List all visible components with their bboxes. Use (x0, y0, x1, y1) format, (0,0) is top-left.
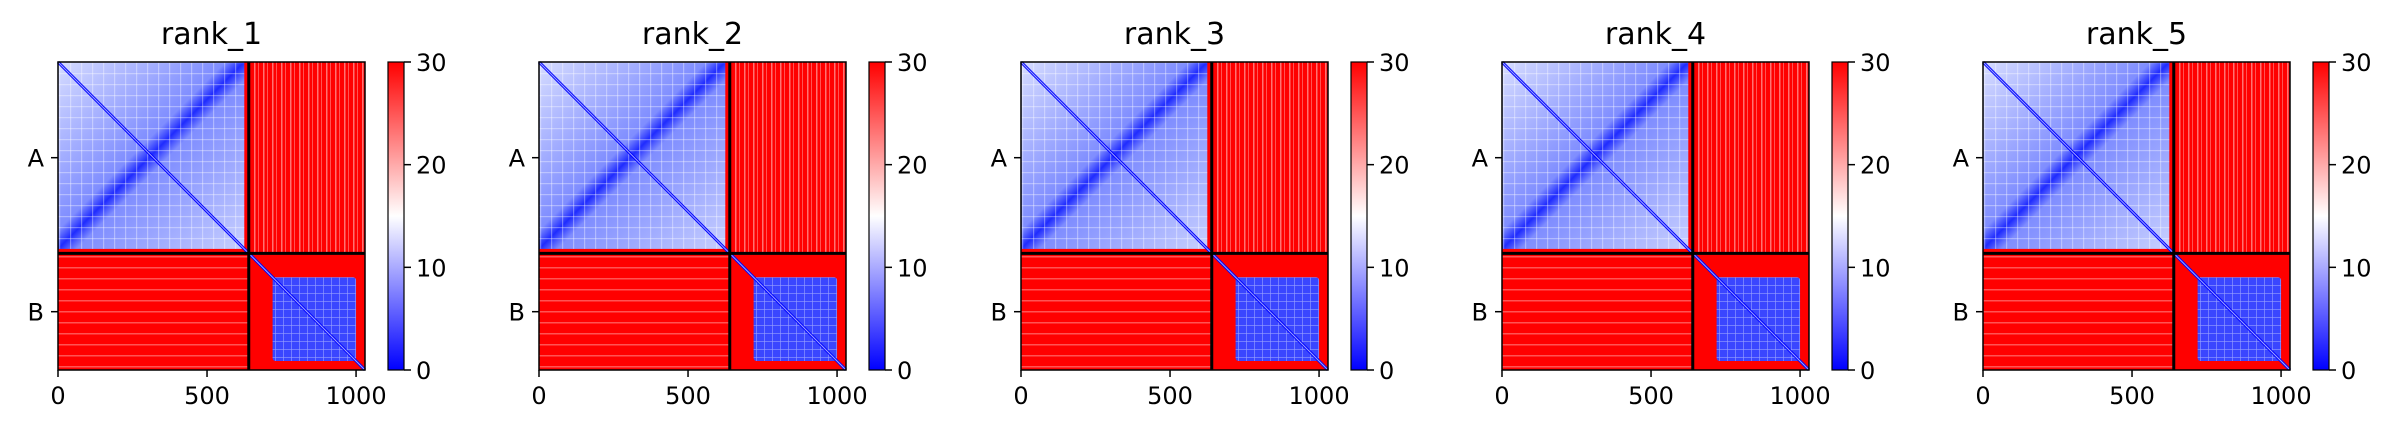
chart-title: rank_1 (161, 17, 262, 52)
chart-title: rank_5 (2086, 17, 2187, 52)
block-b-a (539, 253, 730, 370)
chain-label-b: B (28, 299, 44, 327)
x-tick-label: 0 (1013, 382, 1028, 410)
chart-title: rank_4 (1605, 17, 1706, 52)
colorbar (1831, 61, 1849, 371)
block-a-b (1692, 62, 1809, 254)
x-tick-label: 1000 (1289, 382, 1350, 410)
colorbar-tick-label: 10 (1860, 254, 1891, 282)
colorbar-tick-label: 10 (897, 254, 928, 282)
diagonal-highlight (1501, 61, 1810, 371)
colorbar-tick-label: 10 (416, 254, 447, 282)
chart-panel-3: rank_3 0 500 1000 A B 0 10 20 30 (991, 17, 1410, 410)
colorbar-tick-label: 30 (416, 49, 447, 77)
diagonal-highlight (538, 61, 847, 371)
chain-label-a: A (1953, 145, 1970, 173)
colorbar (1350, 61, 1368, 371)
colorbar-tick-label: 0 (2341, 357, 2356, 385)
colorbar-tick-label: 0 (416, 357, 431, 385)
diagonal-highlight (1020, 61, 1329, 371)
chain-label-a: A (991, 145, 1008, 173)
chain-label-a: A (1472, 145, 1489, 173)
colorbar-tick-label: 20 (1379, 152, 1410, 180)
heatmap-frame (1501, 61, 1810, 371)
colorbar-tick-label: 0 (1379, 357, 1394, 385)
block-b-a (58, 253, 249, 370)
chart-title: rank_3 (1124, 17, 1225, 52)
heatmap-frame (57, 61, 366, 371)
x-tick-label: 500 (1147, 382, 1193, 410)
heatmap-frame (1982, 61, 2291, 371)
block-a-b (248, 62, 365, 254)
diagonal-highlight (1982, 61, 2291, 371)
block-b-a (1021, 253, 1212, 370)
chain-label-b: B (509, 299, 525, 327)
x-tick-label: 0 (1975, 382, 1990, 410)
block-a-b (1211, 62, 1328, 254)
colorbar-tick-label: 10 (2341, 254, 2372, 282)
colorbar (868, 61, 886, 371)
block-b-a (1983, 253, 2174, 370)
x-tick-label: 500 (184, 382, 230, 410)
colorbar-tick-label: 10 (1379, 254, 1410, 282)
block-a-b (729, 62, 846, 254)
block-b-a (1502, 253, 1693, 370)
x-tick-label: 1000 (807, 382, 868, 410)
chain-label-b: B (1953, 299, 1969, 327)
chain-label-a: A (509, 145, 526, 173)
x-tick-label: 0 (50, 382, 65, 410)
x-tick-label: 500 (665, 382, 711, 410)
colorbar (2312, 61, 2330, 371)
chart-panel-2: rank_2 0 500 1000 A B 0 10 20 30 (509, 17, 928, 410)
colorbar-tick-label: 20 (897, 152, 928, 180)
chart-title: rank_2 (642, 17, 743, 52)
chain-label-b: B (991, 299, 1007, 327)
x-tick-label: 500 (1628, 382, 1674, 410)
colorbar (387, 61, 405, 371)
chain-label-a: A (28, 145, 45, 173)
colorbar-tick-label: 20 (416, 152, 447, 180)
colorbar-tick-label: 30 (897, 49, 928, 77)
colorbar-tick-label: 30 (1379, 49, 1410, 77)
heatmap-frame (1020, 61, 1329, 371)
chart-panel-1: rank_1 0 500 1000 A B 0 10 20 30 (28, 17, 447, 410)
colorbar-tick-label: 0 (1860, 357, 1875, 385)
chart-panel-5: rank_5 0 500 1000 A B 0 10 20 30 (1953, 17, 2372, 410)
colorbar-tick-label: 0 (897, 357, 912, 385)
chart-panel-4: rank_4 0 500 1000 A B 0 10 20 30 (1472, 17, 1891, 410)
colorbar-tick-label: 30 (1860, 49, 1891, 77)
block-a-b (2173, 62, 2290, 254)
x-tick-label: 0 (1494, 382, 1509, 410)
colorbar-tick-label: 20 (2341, 152, 2372, 180)
x-tick-label: 0 (531, 382, 546, 410)
chain-label-b: B (1472, 299, 1488, 327)
x-tick-label: 1000 (2251, 382, 2312, 410)
x-tick-label: 500 (2109, 382, 2155, 410)
x-tick-label: 1000 (326, 382, 387, 410)
diagonal-highlight (57, 61, 366, 371)
x-tick-label: 1000 (1770, 382, 1831, 410)
colorbar-tick-label: 30 (2341, 49, 2372, 77)
heatmap-frame (538, 61, 847, 371)
colorbar-tick-label: 20 (1860, 152, 1891, 180)
